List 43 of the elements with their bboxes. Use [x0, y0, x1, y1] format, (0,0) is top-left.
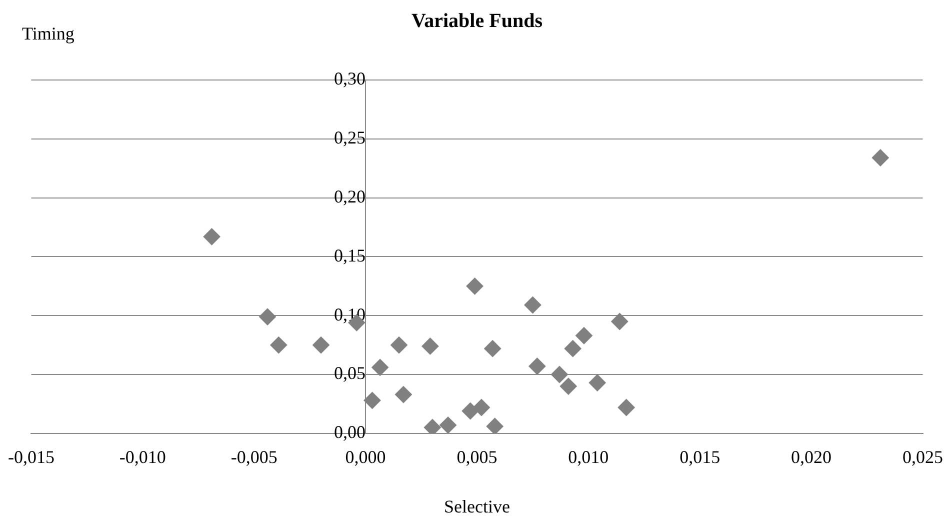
point	[440, 416, 457, 434]
point	[564, 340, 582, 358]
y-tick-label: 0,00	[334, 422, 366, 442]
y-tick-label: 0,25	[334, 128, 366, 148]
x-tick-label: 0,005	[456, 446, 498, 467]
point	[270, 336, 288, 354]
x-tick-label: 0,000	[345, 446, 386, 467]
point	[872, 149, 889, 166]
y-axis-title: Timing	[22, 24, 74, 44]
x-tick-label: -0,010	[119, 446, 166, 467]
point	[524, 296, 542, 314]
point	[528, 358, 546, 375]
point	[312, 336, 330, 354]
y-tick-label: 0,20	[334, 186, 366, 207]
x-tick-label: 0,025	[902, 446, 943, 467]
y-tick-label: 0,05	[334, 363, 366, 384]
point	[390, 336, 408, 354]
x-tick-label: 0,010	[568, 446, 609, 467]
point	[472, 398, 490, 416]
point	[618, 398, 635, 416]
point	[258, 308, 276, 326]
point	[364, 392, 381, 409]
point	[560, 378, 577, 395]
point	[486, 418, 504, 434]
point	[422, 338, 439, 355]
chart-title: Variable Funds	[412, 10, 543, 32]
y-tick-label: 0,15	[334, 245, 366, 266]
y-tick-label: 0,30	[334, 68, 366, 89]
point	[462, 402, 479, 420]
x-tick-label: 0,015	[680, 446, 720, 467]
point	[203, 228, 220, 246]
point	[550, 366, 568, 383]
x-axis-title: Selective	[444, 496, 510, 517]
point	[484, 340, 502, 358]
point	[588, 374, 606, 392]
point	[394, 386, 412, 404]
x-tick-label: 0,020	[791, 446, 832, 467]
point	[466, 278, 484, 295]
x-tick-label: -0,005	[230, 446, 278, 467]
point	[611, 312, 628, 330]
point	[575, 327, 592, 344]
x-tick-label: -0,015	[8, 446, 54, 467]
point	[372, 358, 389, 376]
